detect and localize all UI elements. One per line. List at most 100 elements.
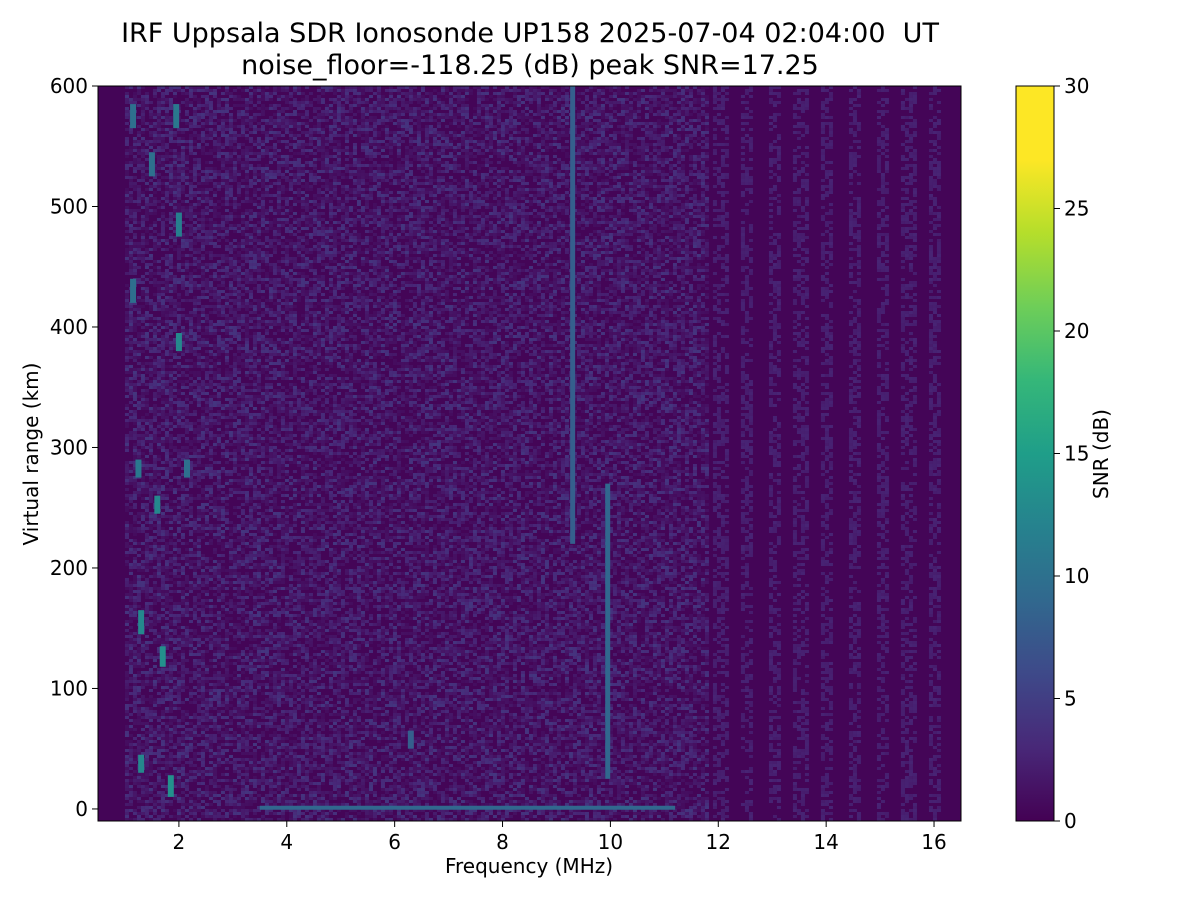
heatmap-cell xyxy=(221,566,225,569)
heatmap-cell xyxy=(153,437,157,440)
heatmap-cell xyxy=(189,695,193,698)
heatmap-cell xyxy=(129,524,133,527)
heatmap-cell xyxy=(229,407,233,410)
heatmap-cell xyxy=(157,746,161,749)
heatmap-cell xyxy=(177,617,181,620)
heatmap-cell xyxy=(213,566,217,569)
heatmap-cell xyxy=(197,608,201,611)
heatmap-cell xyxy=(217,104,221,107)
heatmap-cell xyxy=(245,89,249,92)
heatmap-cell xyxy=(225,701,229,704)
heatmap-cell xyxy=(177,797,181,800)
heatmap-cell xyxy=(205,95,209,98)
heatmap-cell xyxy=(129,179,133,182)
heatmap-cell xyxy=(177,389,181,392)
heatmap-cell xyxy=(133,782,137,785)
heatmap-cell xyxy=(193,746,197,749)
heatmap-cell xyxy=(177,461,181,464)
heatmap-cell xyxy=(189,497,193,500)
heatmap-cell xyxy=(169,731,173,734)
heatmap-cell xyxy=(197,389,201,392)
heatmap-cell xyxy=(205,188,209,191)
heatmap-cell xyxy=(213,692,217,695)
heatmap-cell xyxy=(241,365,245,368)
heatmap-cell xyxy=(193,374,197,377)
heatmap-cell xyxy=(181,149,185,152)
heatmap-cell xyxy=(169,338,173,341)
heatmap-cell xyxy=(193,551,197,554)
heatmap-cell xyxy=(213,473,217,476)
heatmap-cell xyxy=(129,548,133,551)
heatmap-cell xyxy=(213,395,217,398)
heatmap-cell xyxy=(229,719,233,722)
heatmap-cell xyxy=(233,383,237,386)
heatmap-cell xyxy=(217,344,221,347)
heatmap-cell xyxy=(173,419,177,422)
heatmap-cell xyxy=(237,170,241,173)
heatmap-cell xyxy=(157,104,161,107)
heatmap-cell xyxy=(189,350,193,353)
heatmap-cell xyxy=(205,740,209,743)
heatmap-cell xyxy=(205,287,209,290)
heatmap-cell xyxy=(133,185,137,188)
heatmap-cell xyxy=(149,797,153,800)
heatmap-cell xyxy=(241,524,245,527)
heatmap-cell xyxy=(173,500,177,503)
heatmap-cell xyxy=(145,431,149,434)
heatmap-cell xyxy=(125,98,129,101)
heatmap-cell xyxy=(221,407,225,410)
heatmap-cell xyxy=(153,272,157,275)
heatmap-cell xyxy=(153,470,157,473)
heatmap-cell xyxy=(169,344,173,347)
heatmap-cell xyxy=(137,674,141,677)
heatmap-cell xyxy=(205,788,209,791)
heatmap-cell xyxy=(201,530,205,533)
heatmap-cell xyxy=(221,221,225,224)
heatmap-cell xyxy=(157,290,161,293)
heatmap-cell xyxy=(225,218,229,221)
heatmap-cell xyxy=(233,125,237,128)
heatmap-cell xyxy=(141,137,145,140)
heatmap-cell xyxy=(185,209,189,212)
heatmap-cell xyxy=(213,176,217,179)
heatmap-cell xyxy=(129,569,133,572)
heatmap-cell xyxy=(145,587,149,590)
heatmap-cell xyxy=(133,443,137,446)
heatmap-cell xyxy=(145,515,149,518)
heatmap-cell xyxy=(149,179,153,182)
heatmap-cell xyxy=(233,278,237,281)
heatmap-cell xyxy=(249,146,253,149)
heatmap-cell xyxy=(133,251,137,254)
heatmap-cell xyxy=(193,410,197,413)
heatmap-cell xyxy=(249,140,253,143)
heatmap-cell xyxy=(225,695,229,698)
heatmap-cell xyxy=(205,470,209,473)
heatmap-cell xyxy=(165,722,169,725)
heatmap-cell xyxy=(161,305,165,308)
heatmap-cell xyxy=(213,773,217,776)
heatmap-cell xyxy=(169,638,173,641)
heatmap-cell xyxy=(137,203,141,206)
heatmap-cell xyxy=(165,194,169,197)
heatmap-cell xyxy=(241,434,245,437)
heatmap-cell xyxy=(233,491,237,494)
heatmap-cell xyxy=(205,428,209,431)
heatmap-cell xyxy=(129,596,133,599)
heatmap-cell xyxy=(237,110,241,113)
heatmap-cell xyxy=(201,398,205,401)
heatmap-cell xyxy=(145,761,149,764)
heatmap-cell xyxy=(129,539,133,542)
heatmap-cell xyxy=(181,527,185,530)
heatmap-cell xyxy=(217,590,221,593)
heatmap-cell xyxy=(153,557,157,560)
heatmap-cell xyxy=(209,659,213,662)
heatmap-cell xyxy=(229,422,233,425)
heatmap-cell xyxy=(181,383,185,386)
heatmap-cell xyxy=(233,812,237,815)
heatmap-cell xyxy=(221,752,225,755)
heatmap-cell xyxy=(169,596,173,599)
heatmap-cell xyxy=(189,392,193,395)
heatmap-cell xyxy=(205,278,209,281)
heatmap-cell xyxy=(221,779,225,782)
heatmap-cell xyxy=(189,365,193,368)
